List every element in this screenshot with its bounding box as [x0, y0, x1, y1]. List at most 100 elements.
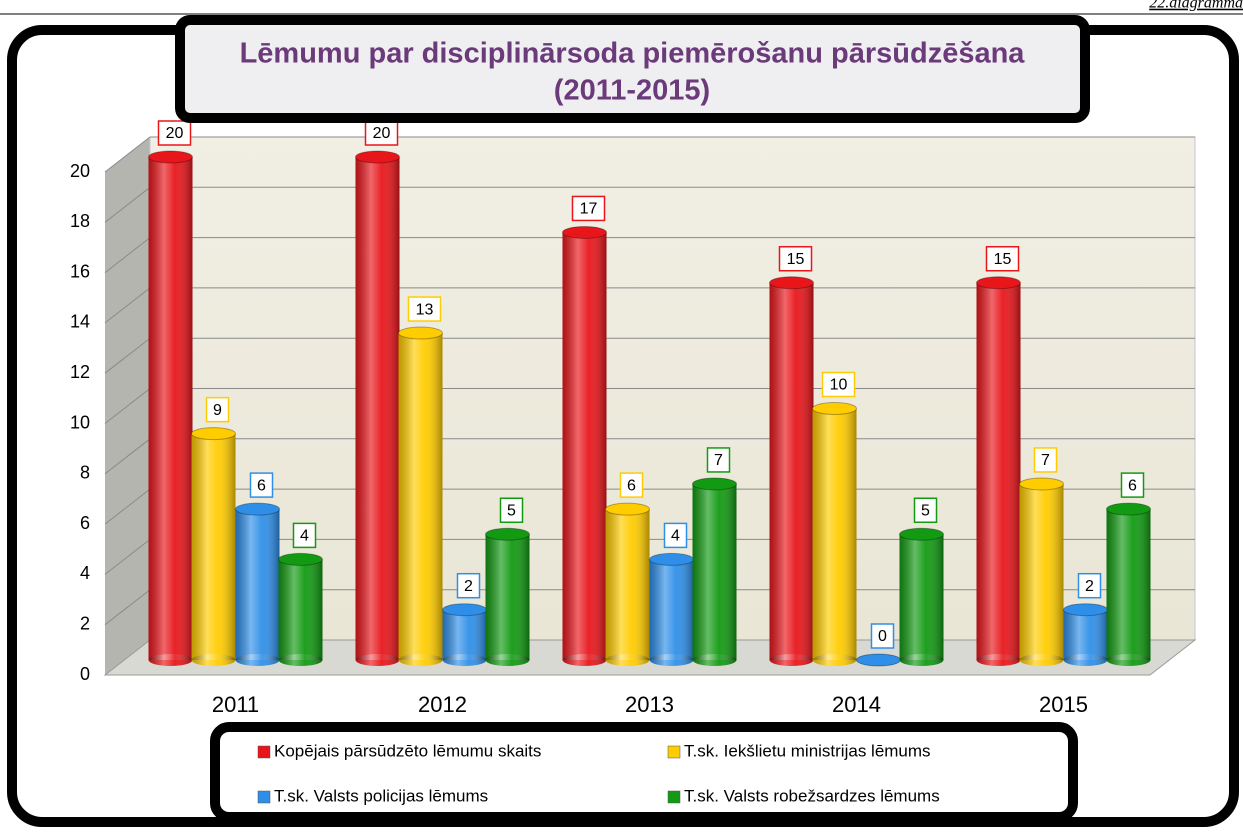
bar-top — [442, 603, 487, 617]
y-tick-label: 14 — [70, 312, 90, 332]
x-tick-label: 2014 — [832, 692, 881, 717]
value-label: 4 — [300, 528, 309, 545]
legend-label: T.sk. Valsts robežsardzes lēmums — [684, 786, 940, 805]
bar-base-shade — [1063, 654, 1108, 666]
bar-shade — [442, 609, 487, 660]
bar-shade — [235, 509, 280, 660]
value-label: 17 — [580, 201, 598, 218]
x-tick-label: 2012 — [418, 692, 467, 717]
legend-box — [210, 722, 1078, 822]
y-tick-label: 6 — [80, 513, 90, 533]
value-label: 5 — [507, 502, 516, 519]
bar — [355, 150, 400, 666]
bar-base-shade — [191, 654, 236, 666]
y-tick-label: 16 — [70, 261, 90, 281]
legend-swatch — [257, 790, 271, 804]
x-tick-label: 2013 — [625, 692, 674, 717]
bar-base-shade — [562, 654, 607, 666]
y-tick-label: 2 — [80, 613, 90, 633]
x-tick-label: 2015 — [1039, 692, 1088, 717]
bar — [856, 653, 901, 667]
value-label: 6 — [627, 477, 636, 494]
value-label: 15 — [994, 251, 1012, 268]
bar-top — [976, 276, 1021, 290]
bar-top — [148, 150, 193, 164]
value-label-box — [571, 195, 606, 222]
value-label: 13 — [416, 301, 434, 318]
y-tick-label: 18 — [70, 211, 90, 231]
value-label-box — [157, 120, 192, 146]
grid-line — [104, 136, 1195, 173]
value-label-box — [663, 522, 688, 549]
bar-shade — [605, 509, 650, 660]
bar-shade — [976, 282, 1021, 660]
bar — [899, 527, 944, 666]
value-label-box — [249, 472, 274, 498]
bar-base-shade — [899, 654, 944, 666]
value-label: 7 — [714, 452, 723, 469]
bar-base-shade — [278, 654, 323, 666]
bar-shade — [355, 157, 400, 660]
bar-base-shade — [398, 654, 443, 666]
value-label: 0 — [878, 628, 887, 645]
bar-shade — [398, 333, 443, 660]
bar — [769, 276, 814, 666]
bar-top — [191, 427, 236, 441]
bar-top — [398, 326, 443, 340]
bar-top — [1019, 477, 1064, 491]
value-label: 4 — [671, 528, 680, 545]
bar — [442, 603, 487, 666]
legend-label: T.sk. Iekšlietu ministrijas lēmums — [684, 741, 931, 760]
bar-shade — [485, 534, 530, 660]
x-tick-label: 2011 — [212, 692, 259, 717]
value-label-box — [870, 623, 895, 649]
value-label: 20 — [373, 125, 391, 142]
value-label-box — [913, 497, 938, 523]
value-label: 7 — [1041, 452, 1050, 469]
annotation: 22.diagramma — [1149, 0, 1243, 12]
bar-top — [1063, 603, 1108, 617]
value-label: 6 — [1128, 477, 1137, 494]
bar-top — [769, 276, 814, 290]
bar — [1106, 502, 1151, 666]
bar-top — [355, 150, 400, 164]
chart-title: Lēmumu par disciplinārsoda piemērošanu p… — [240, 38, 1026, 70]
bar — [562, 225, 607, 666]
y-tick-label: 4 — [80, 563, 90, 583]
bar-top — [856, 653, 901, 667]
value-label: 2 — [464, 578, 473, 595]
value-label-box — [778, 246, 813, 272]
bar-shade — [562, 232, 607, 660]
value-label: 2 — [1085, 578, 1094, 595]
y-tick-label: 8 — [80, 463, 90, 483]
y-tick-label: 20 — [70, 161, 90, 181]
value-label-box — [706, 447, 731, 473]
bar — [278, 552, 323, 666]
bar-base-shade — [649, 654, 694, 666]
bar-base-shade — [235, 654, 280, 666]
bar-shade — [1019, 483, 1064, 660]
bar-shade — [148, 157, 193, 660]
value-label-box — [821, 371, 856, 398]
title-box — [175, 15, 1090, 123]
bar — [398, 326, 443, 666]
legend-swatch — [667, 790, 681, 804]
bar-top — [485, 527, 530, 541]
bar-top — [1106, 502, 1151, 516]
value-label-box — [1077, 572, 1102, 599]
bar-base-shade — [355, 654, 400, 666]
value-label-box — [364, 120, 399, 146]
bar — [485, 527, 530, 666]
value-label: 9 — [213, 402, 222, 419]
bar-base-shade — [976, 654, 1021, 666]
bar-base-shade — [148, 654, 193, 666]
bar-top — [812, 402, 857, 415]
bar — [605, 502, 650, 666]
bar-base-shade — [605, 654, 650, 666]
bar — [1019, 477, 1064, 666]
value-label-box — [407, 296, 442, 322]
value-label: 10 — [830, 377, 848, 394]
bar-top — [692, 477, 737, 491]
value-label: 15 — [787, 251, 805, 268]
